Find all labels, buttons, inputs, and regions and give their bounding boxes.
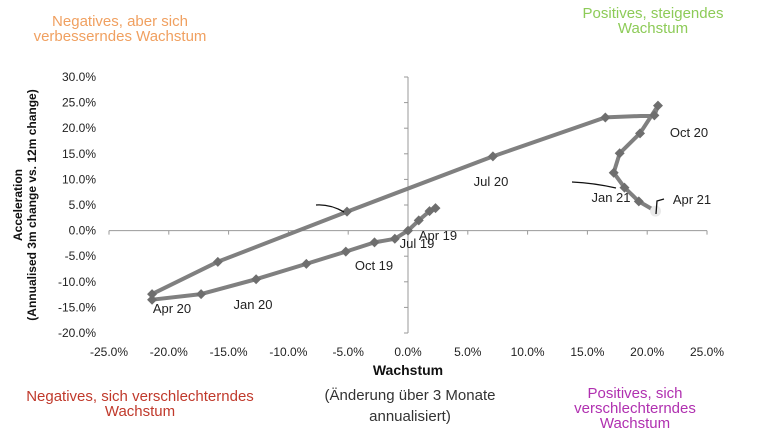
data-point-marker [619, 182, 630, 193]
x-tick-label: 5.0% [454, 345, 482, 359]
data-label: Jul 20 [474, 174, 509, 189]
leader-line [315, 204, 345, 213]
quadrant-label-line: verbesserndes Wachstum [33, 28, 207, 45]
data-point-marker [633, 196, 644, 207]
x-axis-subtitle: (Änderung über 3 Monate annualisiert) [300, 385, 520, 427]
data-label: Jan 20 [233, 297, 272, 312]
leader-line [655, 198, 665, 215]
data-point-marker [424, 206, 435, 217]
x-tick-label: 0.0% [394, 345, 422, 359]
data-point-marker [652, 100, 663, 111]
x-tick-label: -15.0% [210, 345, 248, 359]
data-point-marker [147, 294, 158, 305]
quadrant-label-line: Negatives, sich verschlechterndes [26, 388, 254, 405]
y-tick-label: 15.0% [62, 147, 96, 161]
x-tick-label: 15.0% [570, 345, 604, 359]
x-tick-label: -25.0% [90, 345, 128, 359]
y-tick-label: 30.0% [62, 70, 96, 84]
data-point-marker [301, 258, 312, 269]
data-label: Jan 21 [591, 190, 630, 205]
quadrant-label-line: Negatives, aber sich [52, 13, 188, 30]
y-tick-label: -5.0% [65, 249, 97, 263]
quadrant-label-line: Wachstum [104, 403, 176, 420]
data-point-marker [635, 128, 646, 139]
data-point-marker [649, 110, 660, 121]
x-tick-label: -5.0% [333, 345, 365, 359]
quadrant-label-line: verschlechterndes [574, 400, 696, 417]
x-tick-label: -20.0% [150, 345, 188, 359]
quadrant-label-line: Wachstum [617, 20, 689, 37]
y-tick-label: 25.0% [62, 96, 96, 110]
data-point-marker [608, 167, 619, 178]
quadrant-label-line: Positives, steigendes [582, 5, 724, 22]
y-axis-title-line: (Annualised 3m change vs. 12m change) [25, 89, 39, 320]
data-point-marker [251, 274, 262, 285]
y-tick-label: 5.0% [69, 198, 97, 212]
data-point-marker [600, 112, 611, 123]
data-point-marker [196, 289, 207, 300]
x-tick-label: -10.0% [269, 345, 307, 359]
data-point-marker [413, 215, 424, 226]
y-axis-title: Acceleration(Annualised 3m change vs. 12… [11, 89, 39, 320]
data-point-marker [389, 233, 400, 244]
data-label: Apr 21 [673, 192, 711, 207]
data-point-marker [614, 148, 625, 159]
data-label: Jul 19 [400, 236, 435, 251]
data-point-marker [340, 246, 351, 257]
data-label: Apr 20 [153, 301, 191, 316]
quadrant-label-top-left: Negatives, aber sich verbesserndes Wachs… [0, 14, 240, 44]
quadrant-label-line: Positives, sich [587, 385, 683, 402]
quadrant-label-top-right: Positives, steigendes Wachstum [548, 6, 758, 36]
x-axis-subtitle-line: annualisiert) [369, 408, 451, 425]
quadrant-label-bottom-left: Negatives, sich verschlechterndes Wachst… [0, 389, 280, 419]
data-label: Oct 19 [355, 258, 393, 273]
y-tick-label: -10.0% [58, 275, 96, 289]
data-label: Oct 20 [670, 125, 708, 140]
quadrant-label-line: Wachstum [599, 415, 671, 432]
x-axis-subtitle-line: (Änderung über 3 Monate [324, 387, 496, 404]
x-axis-title: Wachstum [373, 362, 443, 378]
y-tick-label: 10.0% [62, 172, 96, 186]
quadrant-label-bottom-right: Positives, sich verschlechterndes Wachst… [540, 386, 730, 431]
y-tick-label: -20.0% [58, 326, 96, 340]
data-point-marker [212, 256, 223, 267]
data-point-marker [147, 289, 158, 300]
data-point-marker [403, 225, 413, 236]
y-tick-label: 20.0% [62, 121, 96, 135]
x-tick-label: 20.0% [630, 345, 664, 359]
x-tick-label: 25.0% [690, 345, 724, 359]
data-label: Apr 19 [419, 228, 457, 243]
y-axis-title-line: Acceleration [11, 169, 25, 241]
data-point-marker [342, 206, 353, 217]
data-point-marker [369, 237, 380, 248]
y-tick-label: -15.0% [58, 300, 96, 314]
x-tick-label: 10.0% [511, 345, 545, 359]
series-line [150, 103, 660, 302]
data-point-marker [487, 151, 498, 162]
leader-line [571, 181, 617, 189]
y-tick-label: 0.0% [69, 224, 97, 238]
